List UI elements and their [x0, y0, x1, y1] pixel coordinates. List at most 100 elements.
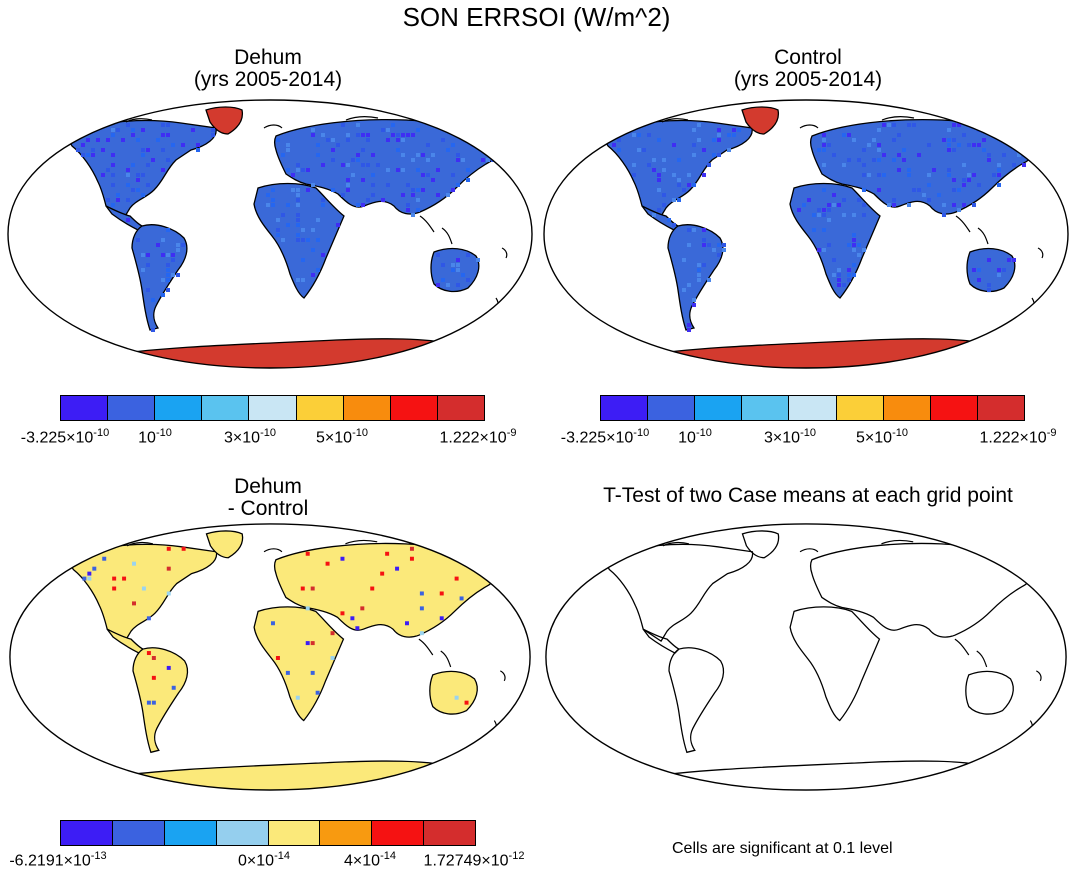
grid-cell: [166, 288, 170, 292]
grid-cell: [146, 616, 151, 621]
grid-cell: [972, 173, 976, 177]
grid-cell: [419, 606, 424, 611]
grid-cell: [300, 586, 305, 591]
grid-cell: [421, 188, 425, 192]
coastline: [419, 215, 435, 233]
grid-cell: [697, 273, 701, 277]
grid-cell: [401, 133, 405, 137]
grid-cell: [687, 173, 691, 177]
grid-cell: [832, 258, 836, 262]
grid-cell: [321, 253, 325, 257]
grid-cell: [132, 601, 136, 606]
grid-cell: [141, 586, 146, 591]
grid-cell: [131, 128, 135, 132]
grid-cell: [722, 248, 726, 252]
grid-cell: [832, 193, 836, 197]
grid-cell: [321, 163, 325, 167]
grid-cell: [346, 178, 350, 182]
grid-cell: [617, 148, 621, 152]
grid-cell: [330, 656, 335, 660]
grid-cell: [732, 128, 736, 132]
colorbar-box: [390, 396, 438, 420]
grid-cell: [126, 218, 130, 222]
grid-cell: [181, 243, 185, 247]
grid-cell: [311, 273, 315, 277]
grid-cell: [86, 138, 90, 142]
grid-cell: [296, 233, 300, 237]
grid-cell: [411, 158, 415, 162]
grid-cell: [652, 158, 656, 162]
grid-cell: [697, 268, 701, 272]
grid-cell: [702, 228, 706, 232]
grid-cell: [101, 173, 105, 177]
grid-cell: [461, 158, 465, 162]
grid-cell: [712, 248, 716, 252]
control-map: [543, 99, 1069, 369]
grid-cell: [837, 268, 841, 272]
grid-cell: [311, 183, 315, 187]
grid-cell: [96, 138, 100, 142]
grid-cell: [301, 238, 305, 242]
grid-cell: [717, 133, 721, 137]
grid-cell: [672, 143, 676, 147]
grid-cell: [662, 168, 666, 172]
coastline: [799, 548, 819, 553]
antarctica-shape: [100, 338, 453, 368]
grid-cell: [361, 178, 365, 182]
grid-cell: [386, 128, 390, 132]
grid-cell: [486, 158, 490, 162]
map-frame: [7, 99, 533, 369]
grid-cell: [166, 273, 170, 277]
diff-cbar-label: -6.2191×10-13: [9, 850, 107, 870]
grid-cell: [266, 193, 270, 197]
grid-cell: [827, 143, 831, 147]
diff-colorbar: [60, 820, 476, 846]
grid-cell: [296, 168, 300, 172]
grid-cell: [697, 278, 701, 282]
coastline: [799, 124, 819, 129]
grid-cell: [310, 641, 315, 646]
grid-cell: [912, 188, 916, 192]
grid-cell: [340, 556, 345, 561]
grid-cell: [737, 128, 741, 132]
grid-cell: [106, 138, 110, 142]
grid-cell: [146, 651, 151, 656]
grid-cell: [687, 243, 691, 247]
grid-cell: [857, 198, 861, 202]
grid-cell: [166, 591, 171, 596]
grid-cell: [340, 611, 345, 616]
grid-cell: [707, 278, 711, 282]
grid-cell: [662, 193, 666, 197]
grid-cell: [657, 188, 661, 192]
grid-cell: [296, 223, 300, 227]
north-america-shape: [601, 119, 753, 219]
grid-cell: [126, 183, 130, 187]
grid-cell: [947, 143, 951, 147]
africa-shape: [789, 606, 881, 722]
grid-cell: [141, 268, 145, 272]
grid-cell: [146, 183, 150, 187]
grid-cell: [957, 188, 961, 192]
grid-cell: [419, 591, 424, 596]
grid-cell: [441, 263, 445, 267]
grid-cell: [481, 158, 485, 162]
grid-cell: [436, 283, 440, 287]
grid-cell: [106, 168, 110, 172]
grid-cell: [952, 178, 956, 182]
grid-cell: [446, 283, 450, 287]
africa-shape: [253, 606, 345, 722]
grid-cell: [456, 283, 460, 287]
grid-cell: [697, 138, 701, 142]
grid-cell: [917, 188, 921, 192]
grid-cell: [171, 258, 175, 262]
grid-cell: [677, 198, 681, 202]
coastline: [125, 118, 153, 123]
grid-cell: [351, 173, 355, 177]
coastline: [263, 124, 283, 129]
grid-cell: [132, 561, 136, 566]
grid-cell: [617, 138, 621, 142]
grid-cell: [141, 253, 145, 257]
grid-cell: [131, 188, 135, 192]
grid-cell: [997, 183, 1001, 187]
grid-cell: [1002, 268, 1006, 272]
